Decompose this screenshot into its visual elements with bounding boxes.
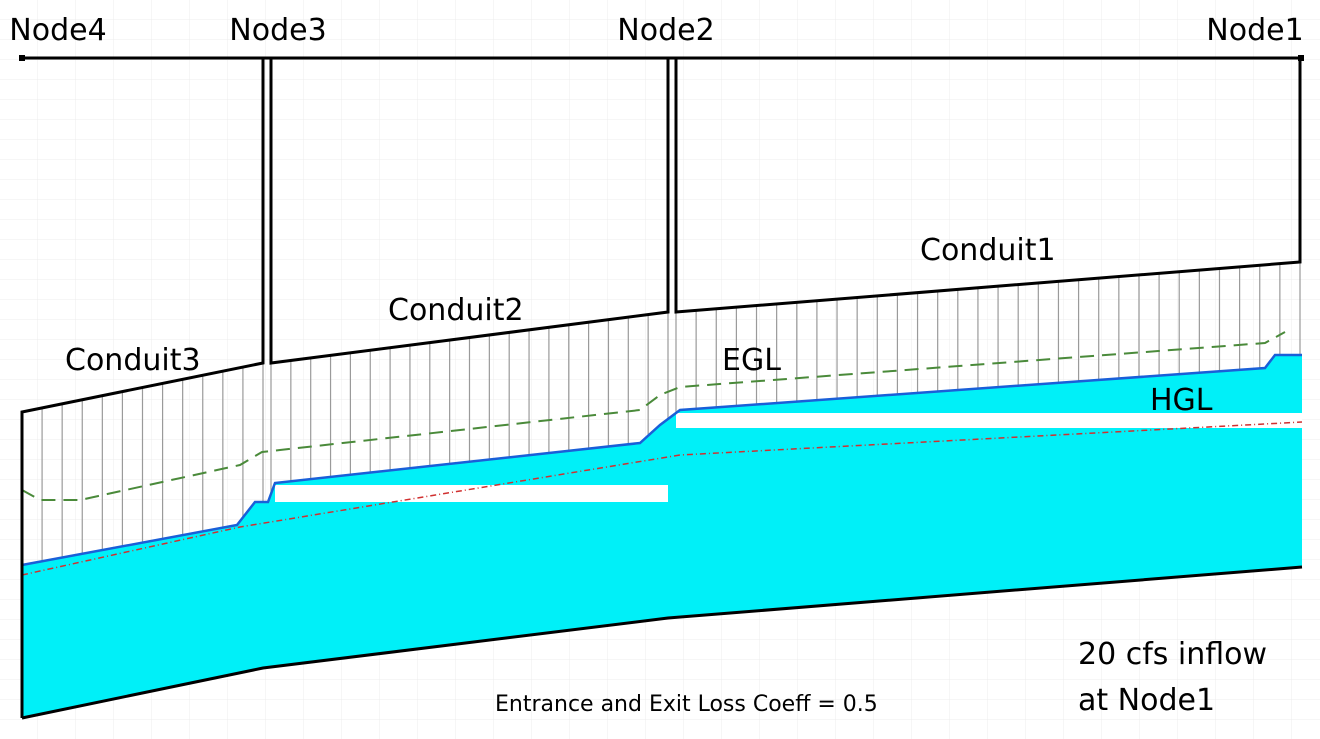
- note: 20 cfs inflow: [1078, 637, 1267, 672]
- hgl-line: [21, 353, 1302, 567]
- node-label: Node4: [9, 13, 106, 48]
- conduit-label: Conduit1: [920, 233, 1056, 268]
- node-label: Node2: [617, 13, 714, 48]
- caption: Entrance and Exit Loss Coeff = 0.5: [495, 692, 878, 717]
- invert-line: [21, 565, 1303, 720]
- node-marker: [19, 55, 25, 61]
- conduit-label: Conduit3: [65, 343, 201, 378]
- egl-line: [21, 331, 1286, 501]
- profile-outline: [20, 56, 1303, 720]
- water-gap: [275, 485, 668, 502]
- hgl-label: HGL: [1150, 383, 1213, 418]
- note: at Node1: [1078, 683, 1215, 718]
- conduit-label: Conduit2: [388, 293, 524, 328]
- water: [22, 355, 1302, 718]
- node-label: Node1: [1206, 13, 1303, 48]
- crown-line: [20, 56, 1302, 718]
- egl-label: EGL: [722, 343, 781, 378]
- node-label: Node3: [229, 13, 326, 48]
- water-gap: [676, 413, 1302, 428]
- reference-line: [21, 421, 1303, 576]
- node-marker: [1298, 55, 1304, 61]
